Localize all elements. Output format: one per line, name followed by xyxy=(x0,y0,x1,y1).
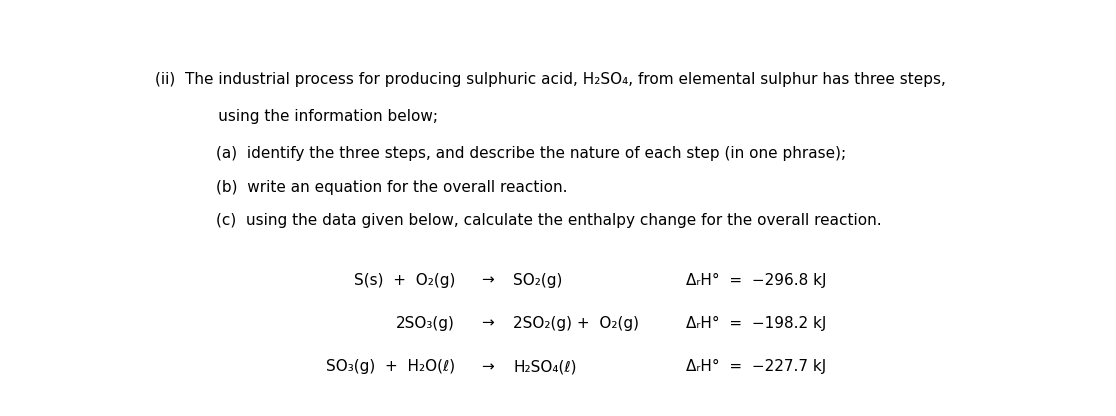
Text: (a)  identify the three steps, and describe the nature of each step (in one phra: (a) identify the three steps, and descri… xyxy=(215,146,846,161)
Text: →: → xyxy=(481,272,493,287)
Text: 2SO₃(g): 2SO₃(g) xyxy=(396,316,455,331)
Text: (b)  write an equation for the overall reaction.: (b) write an equation for the overall re… xyxy=(215,180,567,195)
Text: S(s)  +  O₂(g): S(s) + O₂(g) xyxy=(354,272,455,287)
Text: →: → xyxy=(481,316,493,331)
Text: SO₂(g): SO₂(g) xyxy=(513,272,562,287)
Text: H₂SO₄(ℓ): H₂SO₄(ℓ) xyxy=(513,359,577,374)
Text: ΔᵣH°  =  −296.8 kJ: ΔᵣH° = −296.8 kJ xyxy=(686,272,827,287)
Text: ΔᵣH°  =  −198.2 kJ: ΔᵣH° = −198.2 kJ xyxy=(686,316,827,331)
Text: using the information below;: using the information below; xyxy=(189,109,437,124)
Text: SO₃(g)  +  H₂O(ℓ): SO₃(g) + H₂O(ℓ) xyxy=(326,359,455,374)
Text: ΔᵣH°  =  −227.7 kJ: ΔᵣH° = −227.7 kJ xyxy=(686,359,826,374)
Text: (ii)  The industrial process for producing sulphuric acid, H₂SO₄, from elemental: (ii) The industrial process for producin… xyxy=(155,72,946,87)
Text: (c)  using the data given below, calculate the enthalpy change for the overall r: (c) using the data given below, calculat… xyxy=(215,213,882,228)
Text: →: → xyxy=(481,359,493,374)
Text: 2SO₂(g) +  O₂(g): 2SO₂(g) + O₂(g) xyxy=(513,316,639,331)
